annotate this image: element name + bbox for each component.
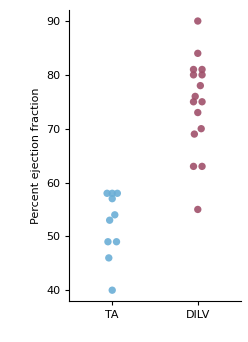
Point bbox=[110, 288, 114, 293]
Point bbox=[115, 239, 119, 245]
Point bbox=[110, 190, 114, 196]
Point bbox=[196, 51, 200, 56]
Point bbox=[108, 218, 112, 223]
Y-axis label: Percent ejection fraction: Percent ejection fraction bbox=[31, 87, 41, 224]
Point bbox=[113, 212, 117, 218]
Point bbox=[196, 110, 200, 115]
Point bbox=[191, 67, 195, 72]
Point bbox=[115, 190, 119, 196]
Point bbox=[196, 207, 200, 212]
Point bbox=[200, 163, 204, 169]
Point bbox=[191, 99, 195, 105]
Point bbox=[191, 72, 195, 78]
Point bbox=[198, 83, 202, 88]
Point bbox=[110, 196, 114, 201]
Point bbox=[200, 67, 204, 72]
Point bbox=[107, 255, 111, 261]
Point bbox=[106, 239, 110, 245]
Point bbox=[192, 131, 196, 137]
Point bbox=[191, 163, 195, 169]
Point bbox=[199, 126, 203, 131]
Point bbox=[105, 190, 109, 196]
Point bbox=[200, 99, 204, 105]
Point bbox=[200, 72, 204, 78]
Point bbox=[193, 94, 197, 99]
Point bbox=[196, 18, 200, 24]
